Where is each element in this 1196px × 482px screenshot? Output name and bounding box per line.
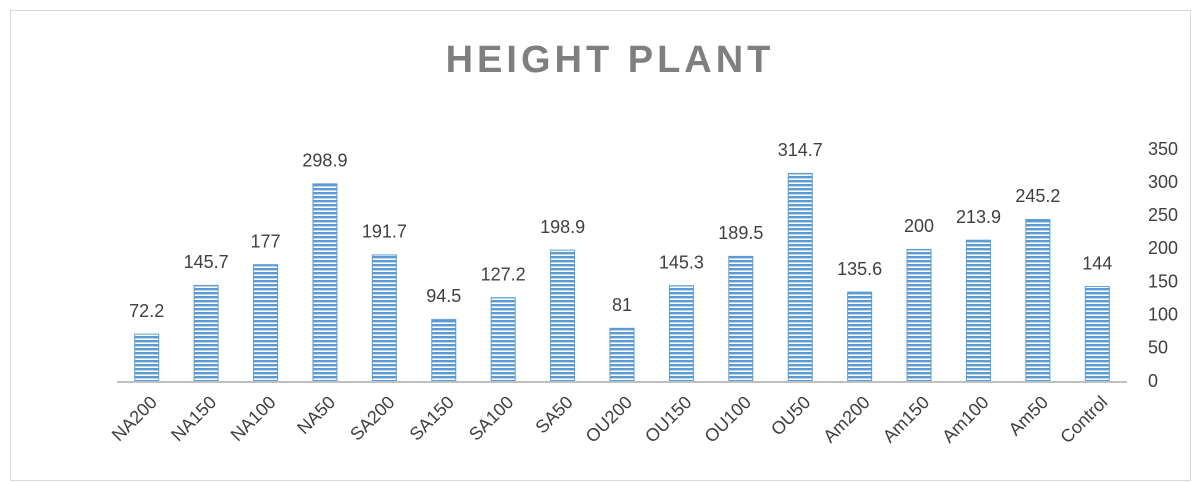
y-tick-label: 200 bbox=[1148, 238, 1178, 258]
bar bbox=[787, 172, 813, 383]
y-tick-label: 0 bbox=[1148, 371, 1158, 391]
y-tick-label: 50 bbox=[1148, 338, 1168, 358]
bar bbox=[431, 318, 457, 383]
data-label: 213.9 bbox=[956, 207, 1001, 227]
bar bbox=[609, 327, 635, 383]
data-label: 177 bbox=[251, 231, 281, 251]
y-tick-label: 100 bbox=[1148, 304, 1178, 324]
data-label: 127.2 bbox=[481, 264, 526, 284]
y-tick-label: 150 bbox=[1148, 271, 1178, 291]
data-label: 135.6 bbox=[837, 259, 882, 279]
bar bbox=[847, 291, 873, 383]
x-tick-label: NA200 bbox=[108, 392, 161, 445]
bar bbox=[1025, 218, 1051, 383]
y-tick-label: 300 bbox=[1148, 172, 1178, 192]
x-tick-label: SA200 bbox=[346, 392, 398, 444]
x-tick-label: NA150 bbox=[167, 392, 220, 445]
x-tick-label: SA50 bbox=[531, 392, 576, 437]
chart-title: HEIGHT PLANT bbox=[446, 39, 775, 81]
bar bbox=[312, 183, 338, 383]
data-label: 145.7 bbox=[184, 252, 229, 272]
x-tick-label: Am200 bbox=[819, 392, 873, 446]
data-label: 200 bbox=[904, 216, 934, 236]
data-label: 94.5 bbox=[426, 286, 461, 306]
data-label: 314.7 bbox=[778, 140, 823, 160]
x-tick-label: OU100 bbox=[701, 392, 755, 446]
bar bbox=[668, 285, 694, 383]
bar bbox=[490, 297, 516, 383]
data-label: 81 bbox=[612, 295, 632, 315]
data-label: 144 bbox=[1082, 253, 1112, 273]
data-label: 198.9 bbox=[540, 217, 585, 237]
bar bbox=[906, 248, 932, 383]
y-tick-label: 350 bbox=[1148, 139, 1178, 159]
data-label: 298.9 bbox=[302, 151, 347, 171]
x-tick-label: NA50 bbox=[293, 392, 339, 438]
data-label: 72.2 bbox=[129, 301, 164, 321]
bar bbox=[134, 333, 160, 383]
chart-border bbox=[10, 10, 1191, 481]
x-tick-label: SA100 bbox=[465, 392, 517, 444]
bar bbox=[253, 264, 279, 383]
data-label: 189.5 bbox=[718, 223, 763, 243]
x-tick-label: OU200 bbox=[582, 392, 636, 446]
data-label: 145.3 bbox=[659, 252, 704, 272]
x-tick-label: NA100 bbox=[227, 392, 280, 445]
y-tick-label: 250 bbox=[1148, 205, 1178, 225]
x-tick-label: Control bbox=[1056, 392, 1111, 447]
bar bbox=[965, 239, 991, 383]
data-label: 245.2 bbox=[1015, 186, 1060, 206]
bar bbox=[193, 284, 219, 383]
data-label: 191.7 bbox=[362, 222, 407, 242]
x-tick-label: Am50 bbox=[1005, 392, 1052, 439]
bar bbox=[371, 254, 397, 383]
x-tick-label: OU50 bbox=[767, 392, 814, 439]
x-tick-label: OU150 bbox=[641, 392, 695, 446]
bar bbox=[550, 249, 576, 383]
x-tick-label: SA150 bbox=[406, 392, 458, 444]
bar bbox=[1084, 286, 1110, 383]
x-tick-label: Am150 bbox=[879, 392, 933, 446]
bar bbox=[728, 255, 754, 383]
x-tick-label: Am100 bbox=[938, 392, 992, 446]
